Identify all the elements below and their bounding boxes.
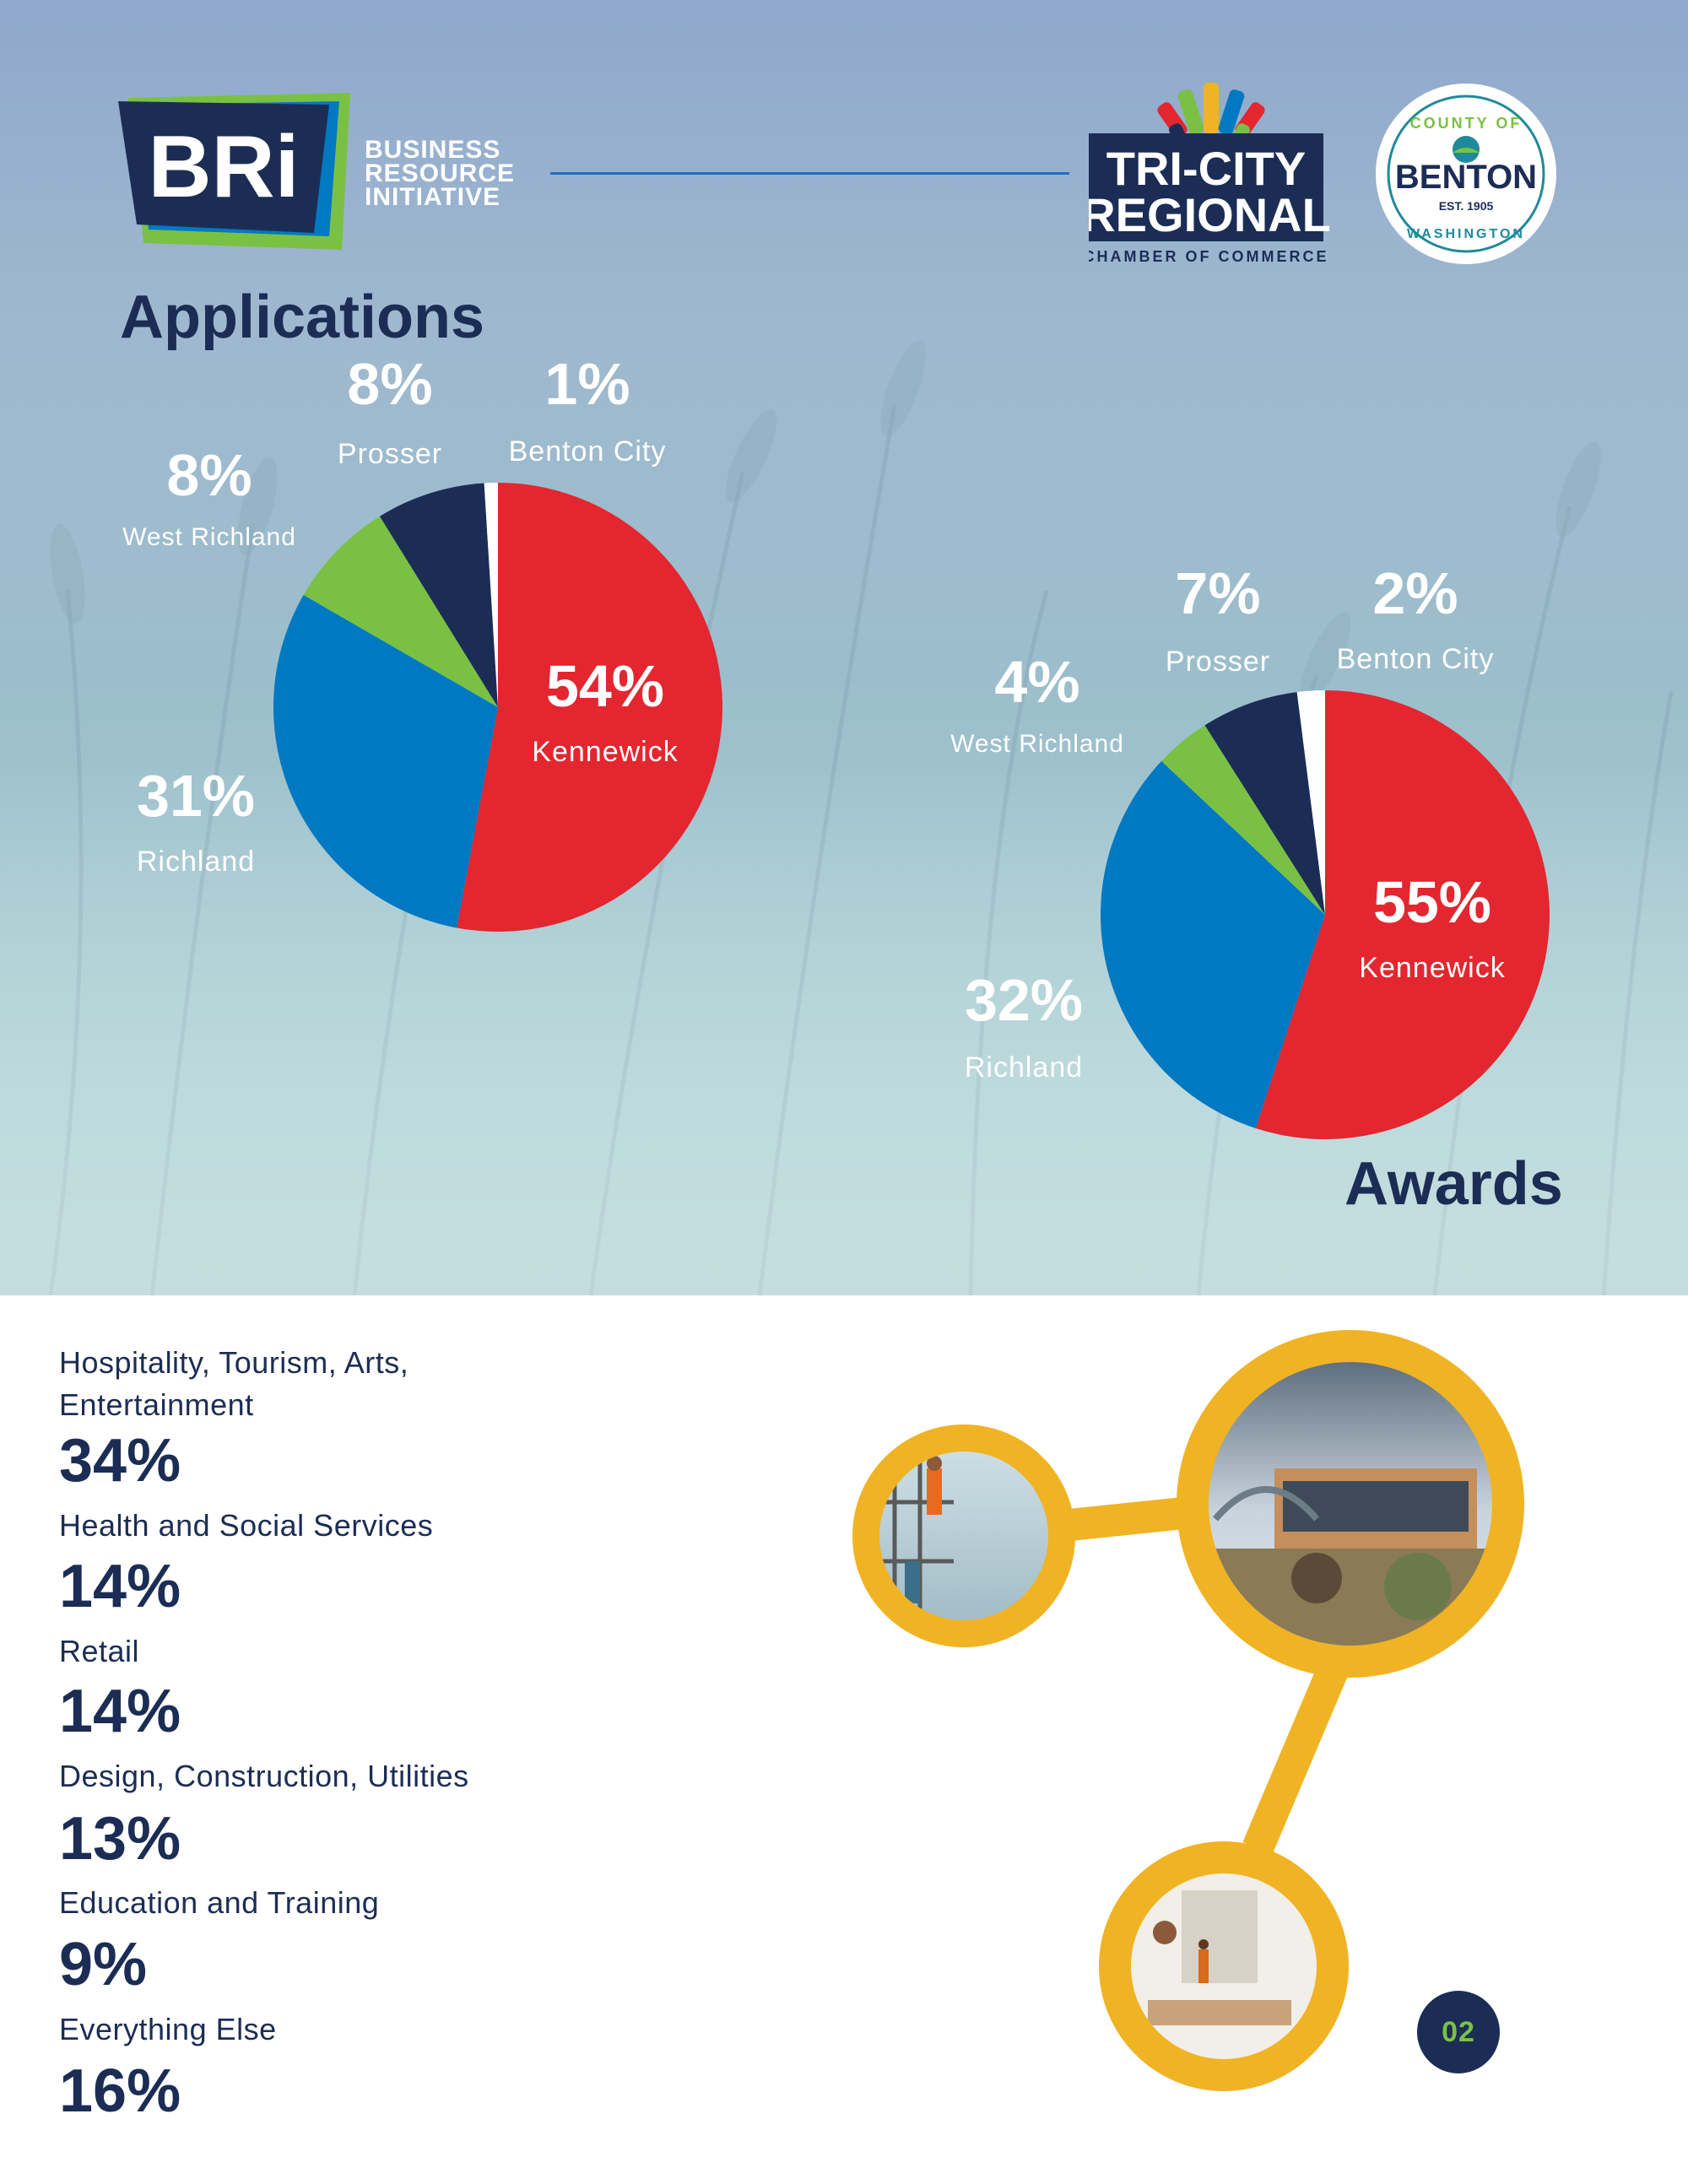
bri-line-1: BUSINESS (365, 136, 501, 164)
bri-wordmark: BUSINESS RESOURCE INITIATIVE (365, 136, 516, 211)
applications-title: Applications (120, 284, 485, 351)
photo-collage (852, 1330, 1524, 2091)
applications-west-richland-label: West Richland (122, 523, 296, 551)
tricity-line-1: TRI-CITY (1106, 142, 1306, 195)
awards-richland-label: Richland (964, 1051, 1084, 1084)
tricity-line-2: REGIONAL (1089, 188, 1331, 241)
applications-slice-prosser (379, 483, 498, 707)
awards-pie-chart (1100, 690, 1550, 1139)
benton-county-seal[interactable]: COUNTY OF BENTON EST. 1905 WASHINGTON (1374, 82, 1558, 266)
applications-west-richland-pct: 8% (166, 442, 252, 508)
applications-richland-pct: 31% (136, 763, 256, 829)
awards-prosser-label: Prosser (1165, 646, 1271, 678)
sector-label-retail: Retail (59, 1634, 140, 1668)
applications-kennewick-label: Kennewick (532, 736, 679, 768)
awards-benton-city-label: Benton City (1336, 643, 1495, 675)
awards-slice-west-richland (1161, 725, 1325, 915)
sector-label-hospitality: Hospitality, Tourism, Arts, Entertainmen… (59, 1345, 409, 1422)
benton-line-2: BENTON (1395, 159, 1537, 196)
benton-line-4: WASHINGTON (1407, 227, 1525, 241)
awards-kennewick-pct: 55% (1372, 869, 1492, 935)
awards-west-richland-label: West Richland (950, 730, 1124, 758)
benton-line-3: EST. 1905 (1439, 199, 1494, 213)
awards-slice-benton-city (1296, 690, 1325, 915)
awards-west-richland-pct: 4% (994, 649, 1080, 715)
applications-benton-city-label: Benton City (508, 435, 667, 468)
sector-value-education: 9% (59, 1931, 148, 1998)
tricity-line-3: CHAMBER OF COMMERCE (1089, 248, 1329, 265)
awards-benton-city-pct: 2% (1372, 560, 1458, 626)
sector-value-retail: 14% (59, 1678, 181, 1745)
applications-slice-benton-city (484, 483, 498, 707)
sector-value-health: 14% (59, 1553, 181, 1620)
bri-line-2: RESOURCE (365, 159, 516, 187)
applications-slice-kennewick (457, 483, 722, 932)
awards-slice-prosser (1204, 692, 1325, 915)
page-number: 02 (1417, 1991, 1500, 2073)
applications-pie-chart (273, 483, 722, 932)
applications-slice-west-richland (303, 516, 498, 707)
awards-slice-richland (1100, 760, 1325, 1128)
landscape-icon (1453, 136, 1480, 163)
bri-line-3: INITIATIVE (365, 183, 501, 211)
awards-kennewick-label: Kennewick (1359, 952, 1506, 984)
sector-value-design: 13% (59, 1805, 181, 1873)
bri-logo[interactable]: BRi (118, 91, 354, 251)
benton-line-1: COUNTY OF (1410, 115, 1523, 132)
construction-workers-photo (879, 1451, 1048, 1620)
sector-label-design: Design, Construction, Utilities (59, 1759, 469, 1793)
applications-benton-city-pct: 1% (544, 351, 630, 417)
tricity-regional-logo[interactable]: TRI-CITY REGIONAL CHAMBER OF COMMERCE (1089, 74, 1334, 268)
sector-label-education: Education and Training (59, 1885, 380, 1920)
applications-slice-richland (273, 595, 498, 928)
applications-richland-label: Richland (136, 846, 256, 878)
header-divider (550, 172, 1069, 175)
awards-prosser-pct: 7% (1175, 560, 1261, 626)
boutique-interior-photo (1131, 1873, 1317, 2059)
bri-mark: BRi (148, 118, 299, 216)
applications-prosser-pct: 8% (347, 351, 433, 417)
sector-label-everything-else: Everything Else (59, 2012, 277, 2046)
hero-banner: BRi BUSINESS RESOURCE INITIATIVE TRI-CIT… (0, 0, 1688, 1295)
applications-kennewick-pct: 54% (545, 653, 665, 719)
awards-slice-kennewick (1255, 690, 1550, 1139)
sector-value-everything-else: 16% (59, 2057, 181, 2125)
sector-value-hospitality: 34% (59, 1427, 181, 1495)
applications-prosser-label: Prosser (337, 438, 443, 470)
sector-label-health: Health and Social Services (59, 1508, 434, 1543)
awards-title: Awards (1344, 1150, 1563, 1218)
awards-richland-pct: 32% (964, 967, 1084, 1033)
